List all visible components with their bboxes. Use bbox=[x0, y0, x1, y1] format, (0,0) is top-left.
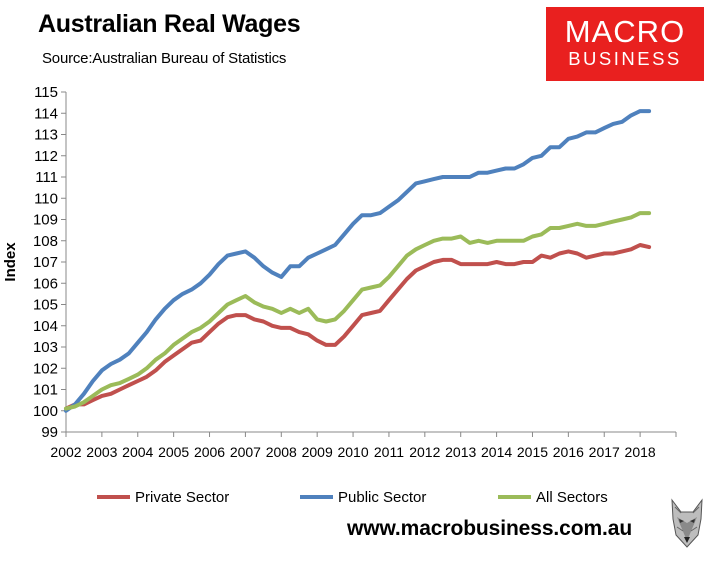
website-url: www.macrobusiness.com.au bbox=[347, 517, 633, 540]
y-tick-label: 106 bbox=[33, 275, 58, 292]
y-tick-label: 110 bbox=[34, 190, 58, 207]
series-line-all-sectors bbox=[64, 211, 652, 411]
chart-source: Source:Australian Bureau of Statistics bbox=[42, 50, 286, 67]
source-text: Australian Bureau of Statistics bbox=[92, 50, 287, 67]
y-tick-label: 99 bbox=[41, 424, 58, 441]
y-tick-label: 114 bbox=[34, 105, 58, 122]
y-tick-label: 101 bbox=[33, 382, 58, 399]
chart-title: Australian Real Wages bbox=[38, 10, 301, 38]
y-tick-label: 102 bbox=[33, 360, 58, 377]
x-tick-label: 2007 bbox=[230, 444, 261, 460]
y-tick-label: 112 bbox=[34, 148, 58, 165]
x-tick-label: 2002 bbox=[50, 444, 81, 460]
legend-label: Private Sector bbox=[135, 489, 229, 506]
x-tick-label: 2004 bbox=[122, 444, 153, 460]
series-line-private-sector bbox=[64, 243, 652, 411]
legend-label: All Sectors bbox=[536, 489, 608, 506]
y-tick-label: 100 bbox=[33, 403, 58, 420]
x-tick-label: 2017 bbox=[589, 444, 620, 460]
y-tick-label: 104 bbox=[33, 318, 58, 335]
y-tick-label: 105 bbox=[33, 297, 58, 314]
x-tick-label: 2003 bbox=[86, 444, 117, 460]
wolf-head-icon bbox=[671, 498, 703, 548]
macrobusiness-logo: MACRO BUSINESS bbox=[546, 7, 704, 81]
y-tick-label: 115 bbox=[34, 84, 58, 101]
y-tick-label: 103 bbox=[33, 339, 58, 356]
x-tick-label: 2015 bbox=[517, 444, 548, 460]
source-label: Source: bbox=[42, 50, 93, 67]
y-tick-label: 113 bbox=[34, 127, 58, 144]
y-tick-label: 109 bbox=[33, 212, 58, 229]
x-tick-label: 2013 bbox=[445, 444, 476, 460]
y-axis-title: Index bbox=[2, 242, 19, 282]
y-tick-label: 108 bbox=[33, 233, 58, 250]
x-tick-label: 2006 bbox=[194, 444, 225, 460]
x-tick-label: 2012 bbox=[409, 444, 440, 460]
legend-label: Public Sector bbox=[338, 489, 426, 506]
x-tick-label: 2010 bbox=[337, 444, 368, 460]
logo-line-2: BUSINESS bbox=[568, 48, 682, 69]
series-line-public-sector bbox=[64, 109, 652, 413]
logo-line-1: MACRO bbox=[564, 14, 686, 49]
x-tick-label: 2011 bbox=[374, 444, 404, 460]
x-tick-label: 2018 bbox=[625, 444, 656, 460]
x-tick-label: 2009 bbox=[302, 444, 333, 460]
x-tick-label: 2008 bbox=[266, 444, 297, 460]
x-tick-label: 2014 bbox=[481, 444, 512, 460]
y-tick-label: 111 bbox=[35, 169, 58, 186]
x-tick-label: 2016 bbox=[553, 444, 584, 460]
y-tick-label: 107 bbox=[33, 254, 58, 271]
x-tick-label: 2005 bbox=[158, 444, 189, 460]
